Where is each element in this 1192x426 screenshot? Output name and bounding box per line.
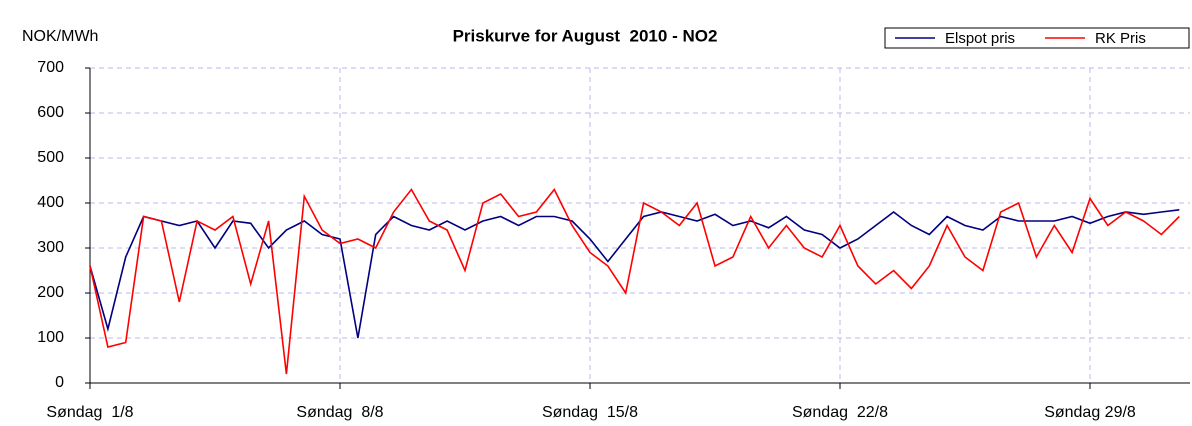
- chart-title: Priskurve for August 2010 - NO2: [453, 26, 718, 45]
- legend-box: [884, 27, 1190, 49]
- x-tick-label: Søndag 1/8: [46, 404, 133, 421]
- x-tick-label: Søndag 29/8: [1044, 404, 1136, 421]
- y-tick-label: 500: [37, 149, 64, 166]
- x-tick-label: Søndag 15/8: [542, 404, 638, 421]
- legend-label: RK Pris: [1095, 30, 1146, 47]
- y-axis-label: NOK/MWh: [22, 28, 98, 45]
- y-tick-label: 700: [37, 59, 64, 76]
- x-tick-label: Søndag 8/8: [296, 404, 383, 421]
- y-tick-label: 400: [37, 194, 64, 211]
- x-tick-label: Søndag 22/8: [792, 404, 888, 421]
- y-tick-label: 200: [37, 284, 64, 301]
- line-series: [89, 188, 1180, 375]
- y-tick-label: 600: [37, 104, 64, 121]
- legend-label: Elspot pris: [945, 30, 1015, 47]
- y-tick-label: 0: [55, 374, 64, 391]
- y-tick-label: 300: [37, 239, 64, 256]
- y-tick-label: 100: [37, 329, 64, 346]
